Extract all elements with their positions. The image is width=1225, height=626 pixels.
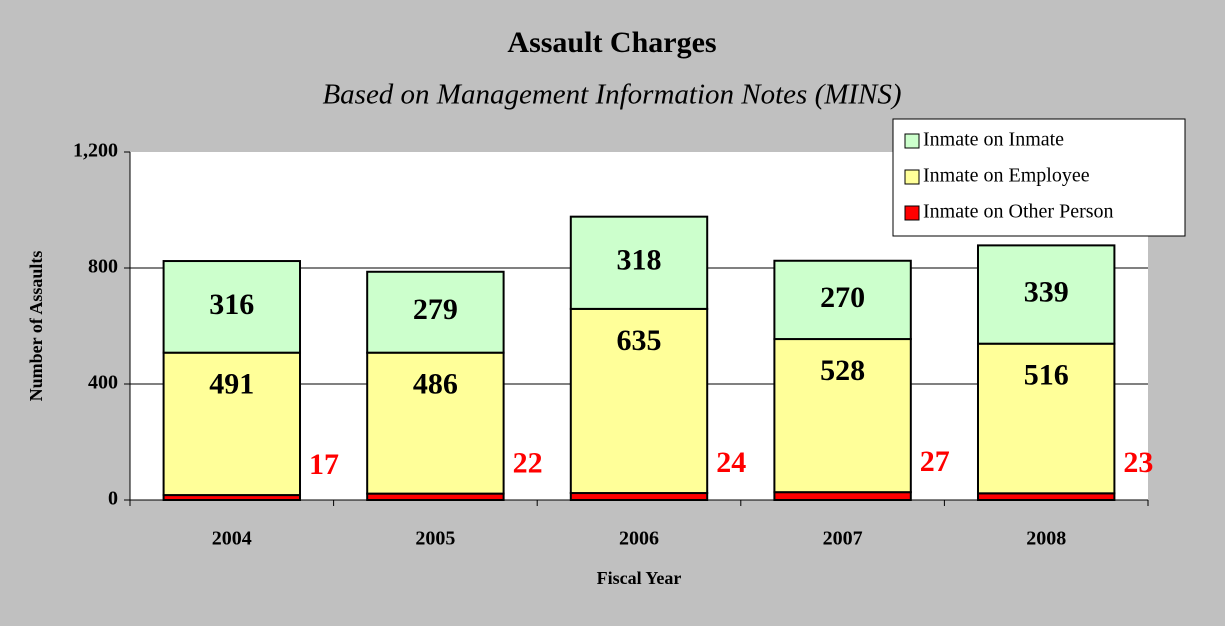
data-label: 528 (820, 354, 865, 387)
data-label: 486 (413, 368, 458, 401)
legend-box (892, 118, 1186, 237)
bar-segment (976, 244, 1116, 345)
data-label: 270 (820, 281, 865, 314)
chart-title: Assault Charges (507, 26, 716, 59)
bar-segment (976, 342, 1116, 495)
y-tick-label: 400 (88, 372, 118, 394)
legend-label: Inmate on Inmate (923, 129, 1064, 151)
x-tick-label: 2005 (415, 528, 455, 550)
data-label: 23 (1123, 446, 1153, 479)
legend-label: Inmate on Other Person (923, 201, 1114, 223)
data-label: 17 (309, 448, 339, 481)
bar-segment (773, 259, 912, 341)
y-axis-title: Number of Assaults (26, 251, 46, 402)
legend-swatch (904, 169, 920, 185)
data-label: 22 (513, 447, 543, 480)
data-label: 516 (1024, 359, 1069, 392)
data-label: 279 (413, 293, 458, 326)
legend-swatch (904, 205, 920, 221)
bar-segment (773, 491, 912, 502)
data-label: 27 (920, 445, 950, 478)
data-label: 635 (617, 324, 662, 357)
x-tick-label: 2006 (619, 528, 659, 550)
data-label: 24 (716, 446, 746, 479)
chart-subtitle: Based on Management Information Notes (M… (322, 79, 901, 111)
legend-label: Inmate on Employee (923, 165, 1090, 187)
x-axis-title: Fiscal Year (597, 568, 682, 588)
bar-segment (569, 307, 709, 495)
data-label: 339 (1024, 275, 1069, 308)
bar-segment (162, 351, 302, 497)
bar-segment (569, 492, 709, 502)
x-tick-label: 2004 (212, 528, 252, 550)
data-label: 491 (209, 368, 254, 401)
legend-swatch (904, 133, 920, 149)
data-label: 316 (209, 288, 254, 321)
bar-segment (366, 351, 505, 495)
y-tick-label: 1,200 (73, 140, 118, 162)
bar-segment (569, 215, 709, 310)
x-tick-label: 2008 (1026, 528, 1066, 550)
bar-segment (162, 260, 302, 354)
bar-segment (976, 492, 1116, 501)
x-tick-label: 2007 (823, 528, 863, 550)
bar-segment (366, 270, 505, 354)
bar-segment (773, 338, 912, 494)
data-label: 318 (617, 244, 662, 277)
y-tick-label: 0 (108, 488, 118, 510)
y-tick-label: 800 (88, 256, 118, 278)
